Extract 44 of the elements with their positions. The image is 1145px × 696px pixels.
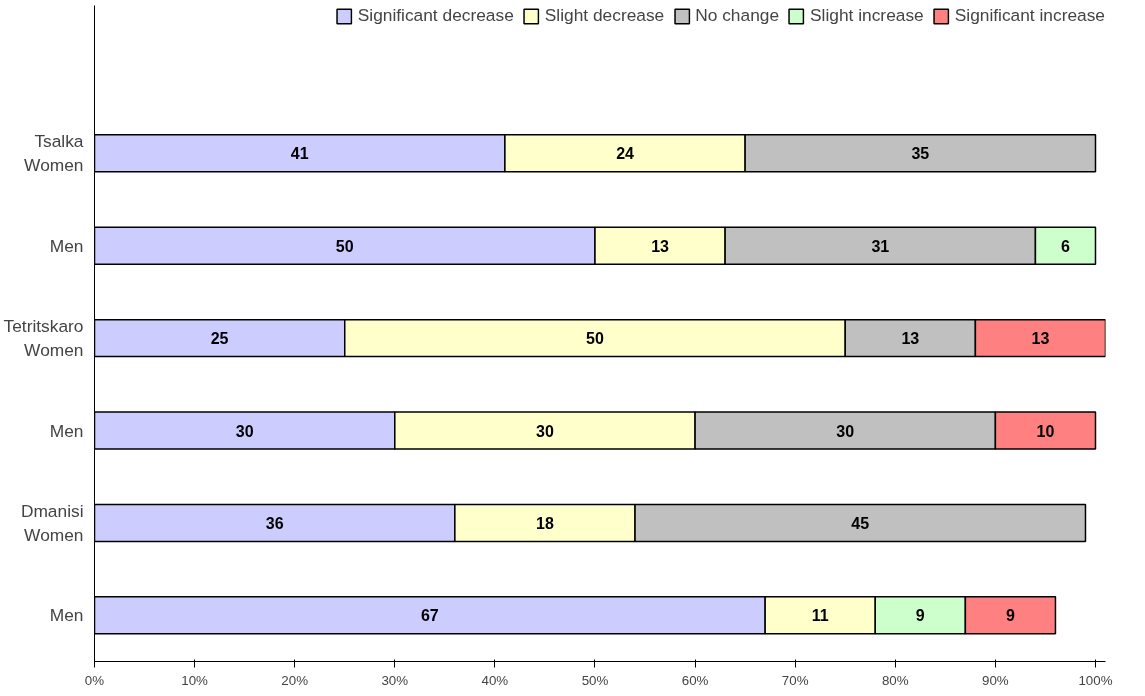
x-tick-label: 40%: [481, 672, 509, 688]
y-tick-label: Men: [49, 235, 84, 256]
legend-label: Significant decrease: [357, 5, 514, 26]
data-label: 31: [871, 237, 890, 255]
x-tick-label: 80%: [881, 672, 909, 688]
x-tick-label: 60%: [681, 672, 709, 688]
data-label: 45: [851, 514, 870, 532]
data-label: 67: [420, 607, 439, 625]
data-label: 13: [1031, 330, 1050, 348]
data-label: 36: [265, 514, 284, 532]
x-tick-label: 50%: [581, 672, 609, 688]
data-label: 10: [1036, 422, 1055, 440]
data-label: 30: [536, 422, 554, 440]
data-label: 25: [210, 330, 229, 348]
data-label: 35: [911, 145, 930, 163]
data-label: 11: [811, 607, 829, 625]
legend-label: No change: [695, 5, 780, 26]
x-tick-label: 30%: [381, 672, 409, 688]
data-label: 50: [586, 330, 604, 348]
data-label: 30: [836, 422, 855, 440]
y-tick-label: Tsalka Women: [24, 131, 84, 176]
data-label: 9: [1005, 607, 1015, 625]
data-label: 13: [901, 330, 920, 348]
x-tick-label: 20%: [281, 672, 309, 688]
data-label: 9: [915, 607, 925, 625]
x-tick-label: 100%: [1078, 672, 1113, 688]
x-tick-label: 10%: [181, 672, 209, 688]
legend-label: Slight increase: [810, 5, 924, 26]
data-label: 50: [335, 237, 354, 255]
data-label: 6: [1061, 237, 1071, 255]
legend-label: Slight decrease: [544, 5, 665, 26]
data-label: 18: [536, 514, 554, 532]
x-tick-label: 90%: [982, 672, 1009, 688]
data-label: 13: [651, 237, 670, 255]
y-tick-label: Dmanisi Women: [20, 500, 84, 545]
data-label: 24: [616, 145, 635, 163]
x-tick-label: 0%: [84, 672, 105, 688]
data-label: 30: [235, 422, 254, 440]
x-tick-label: 70%: [781, 672, 809, 688]
legend-label: Significant increase: [954, 5, 1105, 26]
data-label: 41: [290, 145, 309, 163]
y-tick-label: Tetritskaro Women: [3, 316, 84, 361]
y-tick-label: Men: [49, 605, 84, 626]
y-tick-label: Men: [49, 420, 84, 441]
